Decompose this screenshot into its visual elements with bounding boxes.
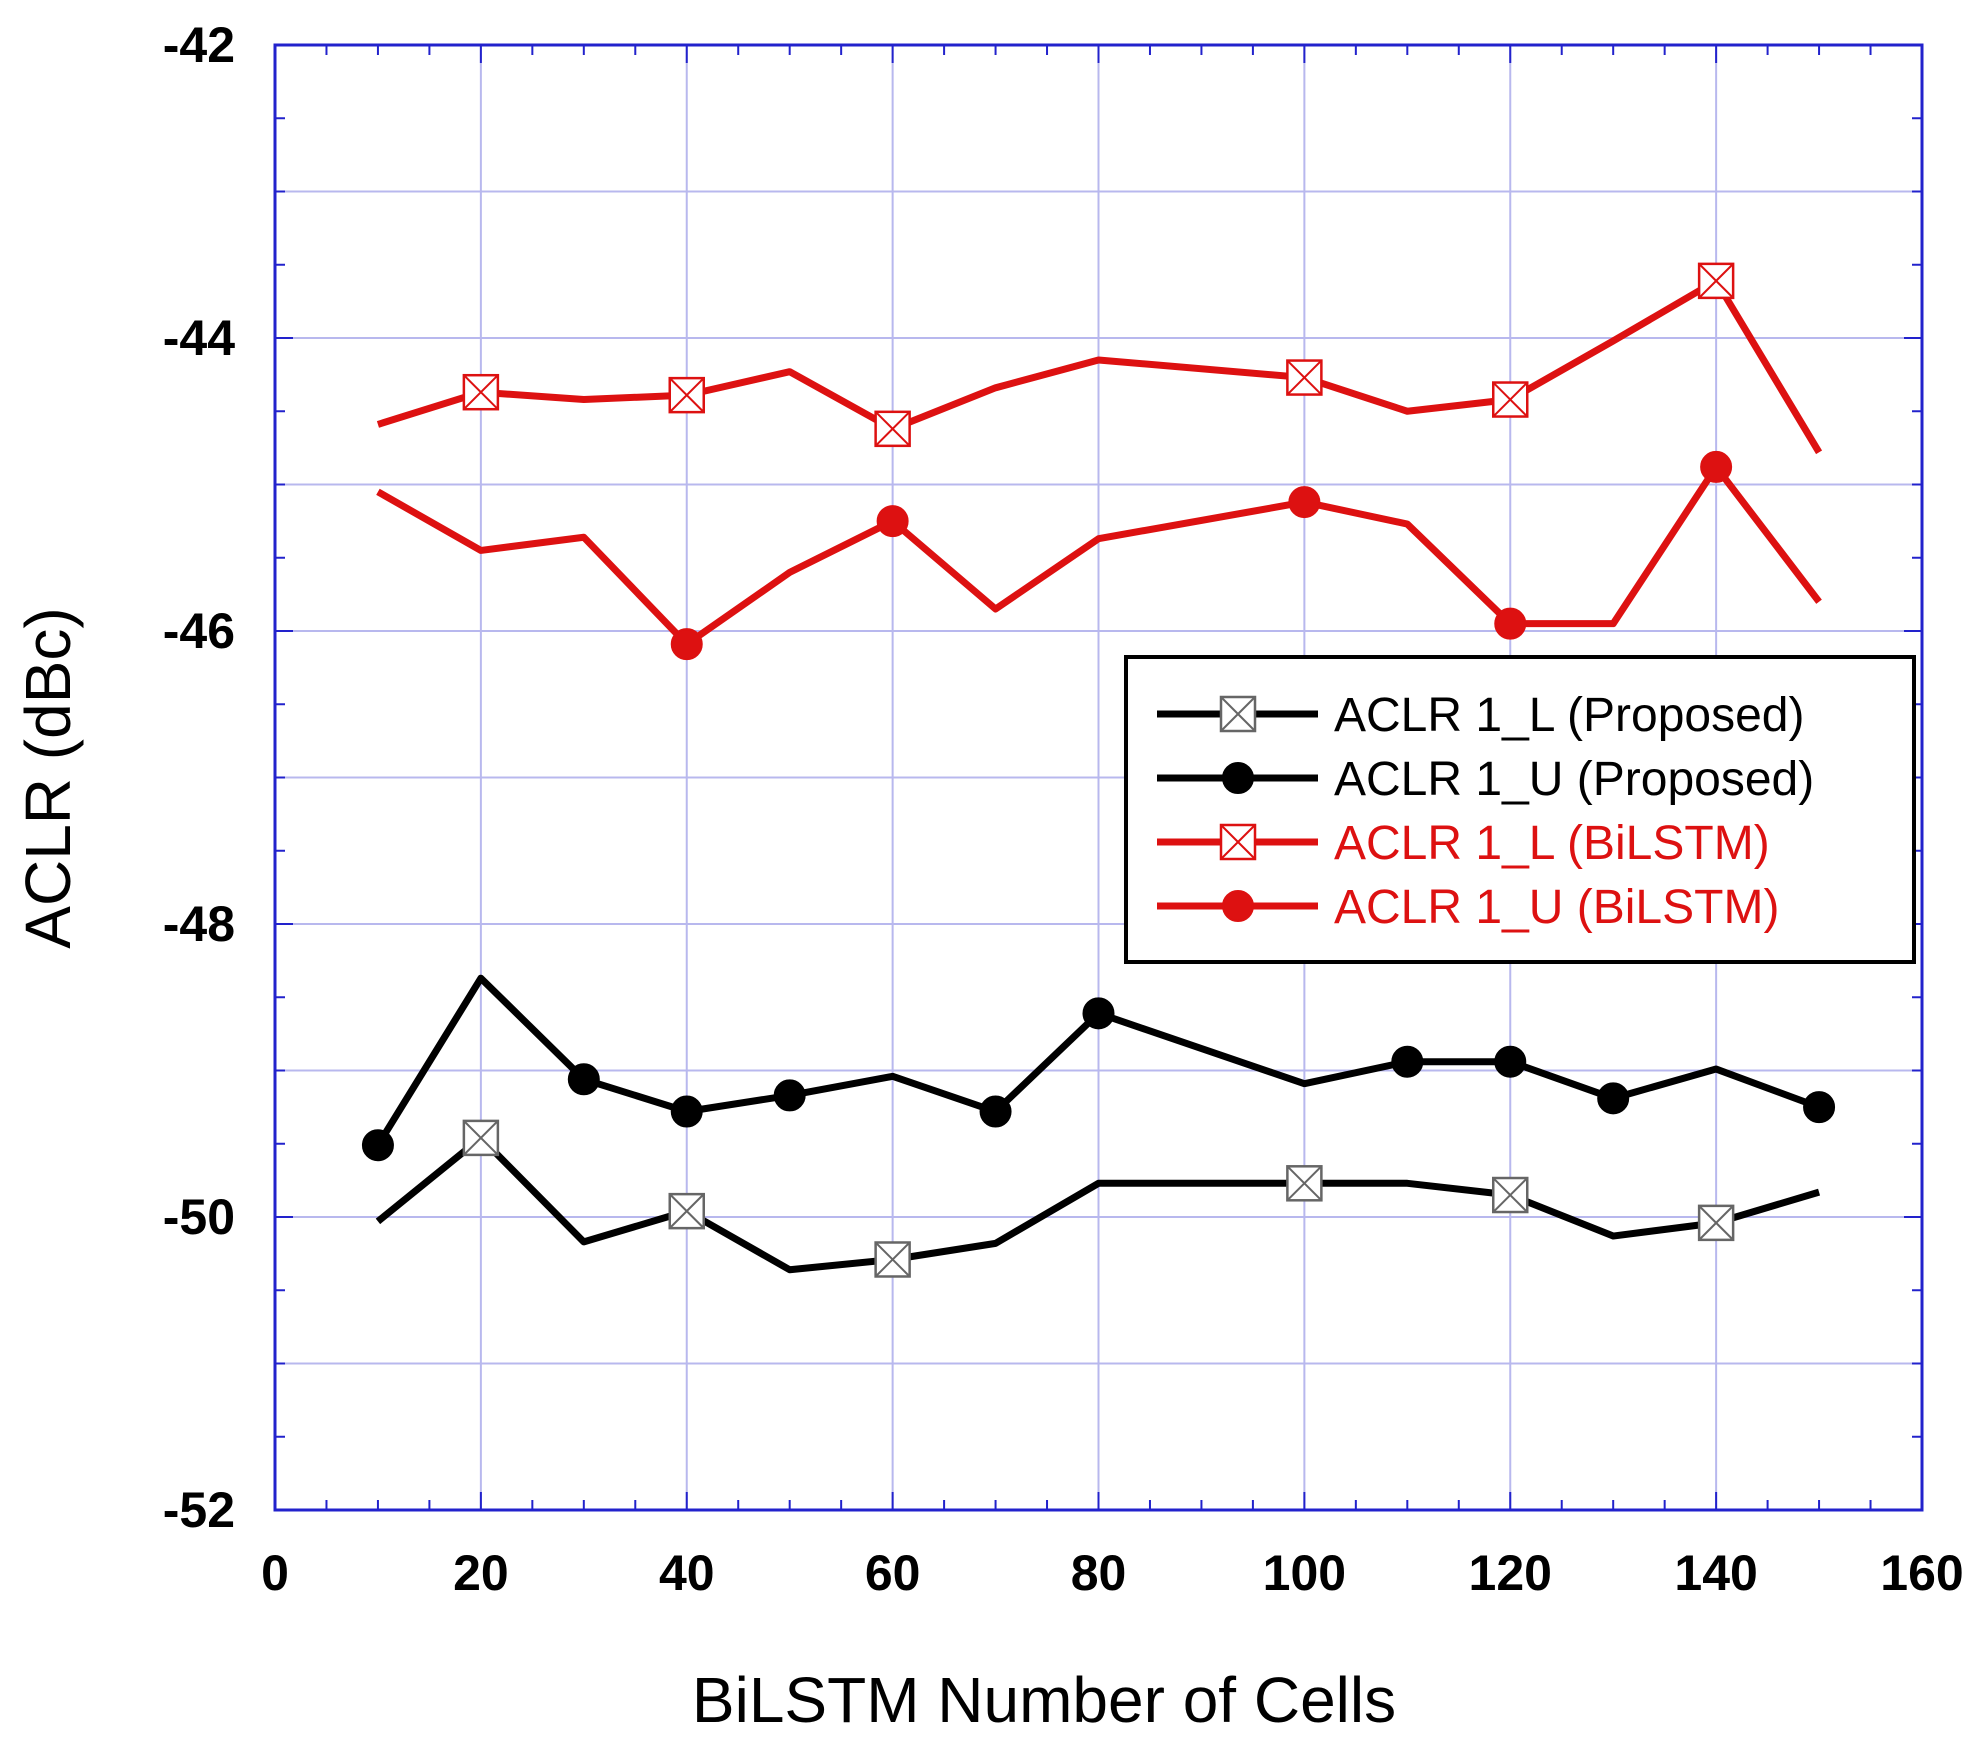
data-point-cross-b xyxy=(669,1193,705,1229)
legend: ACLR 1_L (Proposed) ACLR 1_U (Proposed) AC… xyxy=(1124,655,1916,964)
x-tick-label: 140 xyxy=(1674,1545,1757,1601)
data-point xyxy=(1597,1082,1630,1115)
legend-label: ACLR 1_L (Proposed) xyxy=(1334,689,1804,742)
data-point xyxy=(670,1095,703,1128)
x-tick-label: 80 xyxy=(1071,1545,1127,1601)
data-point-cross-b xyxy=(463,374,499,410)
data-point-cross-b xyxy=(669,377,705,413)
data-point xyxy=(874,1241,911,1278)
y-tick-label: -50 xyxy=(163,1189,235,1245)
series-1 xyxy=(375,1119,1821,1278)
data-point xyxy=(1803,1091,1836,1124)
data-point xyxy=(1288,486,1321,519)
x-tick-label: 60 xyxy=(865,1545,921,1601)
data-point xyxy=(462,1119,500,1157)
data-point-cross-b xyxy=(1286,1165,1323,1202)
series-2 xyxy=(361,974,1836,1162)
data-point xyxy=(1494,607,1527,640)
data-point xyxy=(1697,1204,1735,1242)
data-point xyxy=(773,1079,806,1112)
data-point xyxy=(1700,450,1733,483)
data-point-cross-b xyxy=(1492,381,1528,418)
data-point-cross-b xyxy=(1698,263,1734,299)
y-tick-label: -52 xyxy=(163,1482,235,1538)
data-point-cross-b xyxy=(1492,1177,1528,1213)
data-point xyxy=(1391,1045,1424,1078)
data-point xyxy=(462,373,500,411)
legend-marker-cross-b xyxy=(1220,696,1256,732)
x-tick-labels: 0 20 40 60 80 100 120 140 160 xyxy=(261,1545,1964,1601)
data-point xyxy=(1286,359,1323,396)
x-tick-label: 120 xyxy=(1469,1545,1552,1601)
legend-marker xyxy=(1219,695,1257,733)
series-4 xyxy=(376,450,1822,661)
data-point xyxy=(567,1063,600,1096)
series-layer xyxy=(361,262,1836,1278)
y-tick-label: -46 xyxy=(163,603,235,659)
legend-label: ACLR 1_L (BiLSTM) xyxy=(1334,817,1770,870)
y-tick-label: -42 xyxy=(163,17,235,73)
data-point xyxy=(1492,1176,1529,1214)
y-tick-label: -44 xyxy=(163,310,235,366)
data-point-cross-b xyxy=(463,1120,499,1156)
legend-label: ACLR 1_U (BiLSTM) xyxy=(1334,881,1779,934)
x-tick-label: 100 xyxy=(1263,1545,1346,1601)
series-line xyxy=(376,277,1823,455)
legend-box xyxy=(1124,655,1916,964)
x-tick-label: 40 xyxy=(659,1545,715,1601)
series-line xyxy=(376,463,1822,648)
y-axis-title: ACLR (dBc) xyxy=(12,607,84,948)
series-3 xyxy=(376,262,1823,455)
data-point-cross-b xyxy=(1286,359,1323,396)
data-point xyxy=(1286,1165,1323,1202)
data-point xyxy=(1697,262,1735,300)
y-tick-label: -48 xyxy=(163,896,235,952)
legend-marker xyxy=(1219,823,1257,861)
data-point-cross-b xyxy=(874,411,911,447)
data-point xyxy=(361,1129,394,1162)
data-point xyxy=(979,1095,1012,1128)
series-line xyxy=(375,1134,1821,1274)
data-point-cross-b xyxy=(874,1241,911,1278)
data-point xyxy=(670,628,703,661)
legend-marker-cross-b xyxy=(1220,824,1256,860)
x-axis-title: BiLSTM Number of Cells xyxy=(692,1664,1396,1736)
data-point xyxy=(1494,1045,1527,1078)
x-tick-label: 0 xyxy=(261,1545,289,1601)
data-point xyxy=(874,410,911,448)
legend-marker xyxy=(1222,890,1254,922)
legend-marker xyxy=(1222,762,1254,794)
data-point xyxy=(668,1192,705,1230)
plot-area-frame xyxy=(273,43,1924,1512)
y-tick-labels: -52 -50 -48 -46 -44 -42 xyxy=(163,17,235,1538)
data-point xyxy=(668,376,705,414)
data-point xyxy=(1492,381,1529,418)
legend-label: ACLR 1_U (Proposed) xyxy=(1334,753,1814,806)
data-point xyxy=(876,505,909,538)
data-point xyxy=(1082,997,1115,1030)
data-point-cross-b xyxy=(1698,1205,1734,1241)
x-tick-label: 20 xyxy=(453,1545,509,1601)
series-line xyxy=(374,974,1821,1148)
x-tick-label: 160 xyxy=(1880,1545,1963,1601)
